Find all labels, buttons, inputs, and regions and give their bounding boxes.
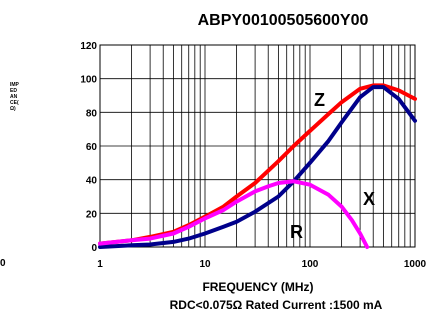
y-tick-label: 60 [86,142,98,153]
x-tick-labels: 1 10 100 1000 [97,259,426,270]
y-axis-label-line: IMP [10,82,20,88]
plot-frame [99,44,416,248]
y-tick-label: 20 [86,209,98,220]
series-label-r: R [290,222,303,242]
y-axis-label-line: CE( [10,100,19,106]
series-line-z [98,83,417,246]
y-tick-labels: 0 20 40 60 80 100 120 [80,41,97,254]
y-tick-label: 80 [86,108,98,119]
y-axis-label-line: Ω) [10,106,16,112]
y-axis-label-line: AN [10,94,18,100]
y-tick-label: 40 [86,176,98,187]
y-tick-label: 0 [91,243,97,254]
footer-text: RDC<0.075Ω Rated Current :1500 mA [170,298,383,312]
grid [99,44,415,248]
x-axis-label: FREQUENCY (MHz) [202,280,313,294]
chart-title: ABPY00100505600Y00 [198,12,369,29]
series-line-r [98,179,370,249]
series-line-x [98,85,417,249]
left-edge-label: 0 [0,258,6,269]
series-label-x: X [363,189,375,209]
y-tick-label: 120 [80,41,97,52]
curves [98,83,417,249]
x-tick-label: 1000 [404,259,427,270]
series-label-z: Z [314,90,325,110]
y-axis-label-line: ED [10,88,17,94]
x-tick-label: 1 [97,259,103,270]
x-tick-label: 10 [199,259,211,270]
y-tick-label: 100 [80,75,97,86]
x-tick-label: 100 [302,259,319,270]
